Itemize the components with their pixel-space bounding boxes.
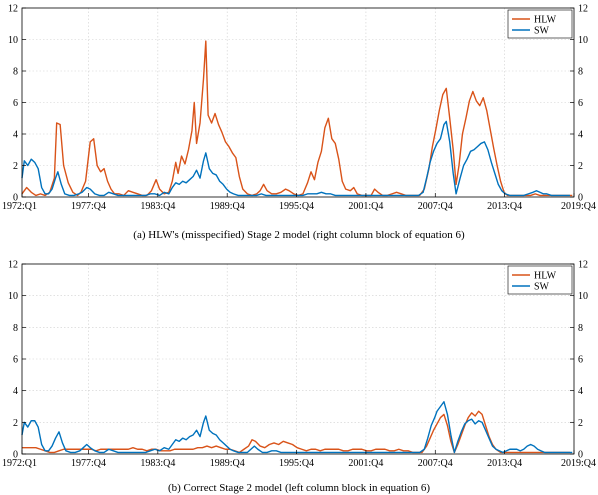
x-tick-label: 1989:Q4 — [210, 458, 245, 469]
y-tick-label: 0 — [13, 450, 18, 461]
y-tick-label-right: 8 — [578, 67, 583, 78]
y-tick-label: 12 — [8, 4, 18, 15]
y-tick-label-right: 10 — [578, 291, 588, 302]
series-line-hlw — [21, 40, 573, 197]
x-tick-label: 2019:Q4 — [561, 458, 596, 469]
x-tick-label: 1972:Q1 — [2, 458, 37, 469]
y-tick-label: 8 — [13, 67, 18, 78]
x-tick-label: 1995:Q4 — [279, 458, 314, 469]
y-tick-label-right: 2 — [578, 418, 583, 429]
legend-box — [507, 9, 573, 39]
series-line-sw — [21, 120, 570, 197]
legend-label-sw: SW — [534, 26, 550, 37]
legend-box — [507, 265, 573, 295]
x-tick-label: 2019:Q4 — [561, 201, 596, 212]
x-tick-label: 2007:Q4 — [418, 201, 453, 212]
x-tick-label: 1983:Q4 — [140, 201, 175, 212]
x-tick-label: 2001:Q4 — [348, 458, 383, 469]
y-tick-label: 12 — [8, 260, 18, 271]
y-tick-label: 2 — [13, 418, 18, 429]
y-tick-label-right: 12 — [578, 4, 588, 15]
y-tick-label-right: 6 — [578, 355, 583, 366]
y-tick-label-right: 4 — [578, 130, 583, 141]
x-tick-label: 1977:Q4 — [71, 201, 106, 212]
y-tick-label-right: 4 — [578, 386, 583, 397]
y-tick-label: 4 — [13, 386, 18, 397]
x-tick-label: 1995:Q4 — [279, 201, 314, 212]
x-tick-label: 1977:Q4 — [71, 458, 106, 469]
x-tick-label: 1972:Q1 — [2, 201, 37, 212]
y-tick-label-right: 12 — [578, 260, 588, 271]
y-tick-label-right: 2 — [578, 161, 583, 172]
y-tick-label-right: 6 — [578, 98, 583, 109]
y-tick-label: 10 — [8, 291, 18, 302]
x-tick-label: 1983:Q4 — [140, 458, 175, 469]
y-tick-label: 4 — [13, 130, 18, 141]
legend-label-sw: SW — [534, 282, 550, 293]
x-tick-label: 2007:Q4 — [418, 458, 453, 469]
panel-caption: (a) HLW's (misspecified) Stage 2 model (… — [133, 229, 465, 241]
y-tick-label-right: 8 — [578, 323, 583, 334]
y-tick-label: 10 — [8, 35, 18, 46]
y-tick-label: 0 — [13, 193, 18, 204]
x-tick-label: 2013:Q4 — [487, 201, 522, 212]
y-tick-label-right: 0 — [578, 193, 583, 204]
x-tick-label: 1989:Q4 — [210, 201, 245, 212]
y-tick-label: 6 — [13, 355, 18, 366]
series-line-sw — [21, 401, 573, 454]
x-tick-label: 2013:Q4 — [487, 458, 522, 469]
y-tick-label: 2 — [13, 161, 18, 172]
legend-label-hlw: HLW — [534, 271, 557, 282]
series-line-hlw — [22, 410, 570, 454]
x-tick-label: 2001:Q4 — [348, 201, 383, 212]
panel-caption: (b) Correct Stage 2 model (left column b… — [168, 482, 430, 494]
y-tick-label: 6 — [13, 98, 18, 109]
y-tick-label: 8 — [13, 323, 18, 334]
y-tick-label-right: 0 — [578, 450, 583, 461]
legend-label-hlw: HLW — [534, 15, 557, 26]
panel-b: 0 0 2 2 4 4 6 6 8 8 10 10 12 12 1972:Q1 1977:Q4 1983:Q4 1… — [2, 260, 596, 495]
y-tick-label-right: 10 — [578, 35, 588, 46]
panel-a: 0 0 2 2 4 4 6 6 8 8 10 10 12 12 1972:Q1 1977:Q4 1983:Q4 1… — [2, 4, 596, 242]
